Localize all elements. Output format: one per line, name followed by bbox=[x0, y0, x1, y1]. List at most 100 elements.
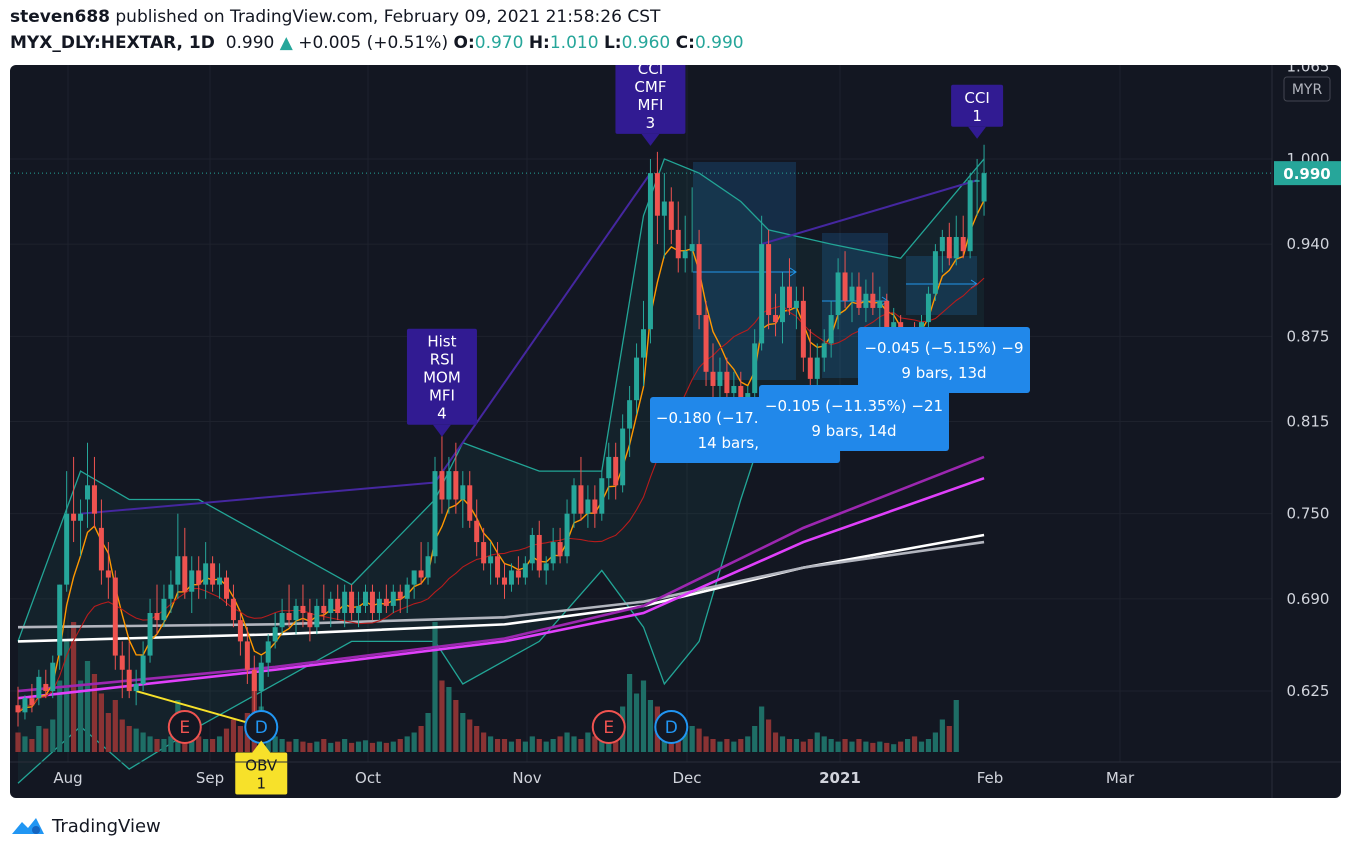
candle[interactable] bbox=[356, 591, 362, 628]
candle[interactable] bbox=[265, 634, 271, 677]
candle[interactable] bbox=[946, 222, 952, 266]
candle[interactable] bbox=[925, 286, 931, 330]
candle[interactable] bbox=[571, 478, 577, 528]
candle[interactable] bbox=[814, 343, 820, 394]
currency-badge[interactable]: MYR bbox=[1283, 76, 1331, 102]
candle[interactable] bbox=[502, 563, 507, 599]
candle[interactable] bbox=[50, 655, 56, 699]
candle[interactable] bbox=[342, 584, 348, 628]
candle[interactable] bbox=[98, 499, 104, 585]
candle[interactable] bbox=[967, 173, 973, 259]
candle[interactable] bbox=[641, 300, 646, 386]
candle[interactable] bbox=[425, 542, 431, 585]
candle[interactable] bbox=[293, 598, 299, 635]
candle[interactable] bbox=[210, 556, 216, 592]
candle[interactable] bbox=[314, 598, 320, 635]
candle[interactable] bbox=[675, 201, 681, 273]
candle[interactable] bbox=[682, 215, 688, 273]
candle[interactable] bbox=[863, 279, 869, 323]
candle[interactable] bbox=[835, 258, 841, 330]
candle[interactable] bbox=[369, 584, 375, 621]
candle[interactable] bbox=[71, 456, 77, 543]
candle[interactable] bbox=[57, 584, 63, 670]
candle[interactable] bbox=[189, 556, 195, 614]
candle[interactable] bbox=[557, 527, 563, 564]
candle[interactable] bbox=[328, 591, 334, 628]
candle[interactable] bbox=[939, 229, 945, 273]
candle[interactable] bbox=[363, 584, 368, 614]
candle[interactable] bbox=[634, 343, 640, 415]
candle[interactable] bbox=[119, 641, 125, 699]
candle[interactable] bbox=[647, 158, 653, 344]
candle[interactable] bbox=[321, 584, 327, 621]
candle[interactable] bbox=[613, 442, 619, 500]
candle[interactable] bbox=[759, 215, 765, 351]
candle[interactable] bbox=[335, 584, 341, 621]
candle[interactable] bbox=[376, 591, 382, 621]
candle[interactable] bbox=[349, 584, 355, 621]
candle[interactable] bbox=[752, 329, 758, 401]
candle[interactable] bbox=[300, 584, 306, 628]
candle[interactable] bbox=[418, 542, 424, 585]
candle[interactable] bbox=[703, 300, 709, 386]
candle[interactable] bbox=[91, 456, 97, 528]
candle[interactable] bbox=[932, 244, 938, 301]
candle[interactable] bbox=[22, 695, 28, 720]
candle[interactable] bbox=[411, 570, 417, 599]
candle[interactable] bbox=[856, 272, 862, 316]
candle[interactable] bbox=[592, 485, 598, 528]
candle[interactable] bbox=[960, 215, 966, 259]
candle[interactable] bbox=[529, 527, 535, 571]
candle[interactable] bbox=[286, 584, 292, 628]
candle[interactable] bbox=[467, 471, 473, 528]
candle[interactable] bbox=[800, 286, 806, 372]
candle[interactable] bbox=[182, 527, 188, 599]
tradingview-logo-icon[interactable] bbox=[10, 814, 46, 838]
candle[interactable] bbox=[842, 251, 848, 308]
candle[interactable] bbox=[710, 343, 716, 401]
candle[interactable] bbox=[474, 499, 480, 557]
candle[interactable] bbox=[175, 513, 181, 599]
candle[interactable] bbox=[508, 563, 514, 592]
candle[interactable] bbox=[251, 655, 257, 713]
candle[interactable] bbox=[154, 584, 160, 635]
candle[interactable] bbox=[397, 584, 403, 614]
candle[interactable] bbox=[161, 584, 167, 628]
dividend-marker[interactable]: D bbox=[654, 710, 689, 744]
candle[interactable] bbox=[43, 669, 49, 699]
candle[interactable] bbox=[974, 158, 980, 216]
candle[interactable] bbox=[453, 442, 459, 514]
candle[interactable] bbox=[870, 272, 876, 316]
candle[interactable] bbox=[272, 613, 278, 649]
candle[interactable] bbox=[230, 584, 236, 628]
candle[interactable] bbox=[766, 229, 772, 330]
candle[interactable] bbox=[585, 485, 591, 528]
candle[interactable] bbox=[390, 584, 396, 614]
candle[interactable] bbox=[383, 584, 389, 614]
candle[interactable] bbox=[224, 570, 229, 606]
candle[interactable] bbox=[981, 144, 987, 216]
candle[interactable] bbox=[105, 542, 111, 599]
candle[interactable] bbox=[550, 527, 556, 571]
candle[interactable] bbox=[661, 173, 667, 259]
candle[interactable] bbox=[439, 428, 445, 514]
candle[interactable] bbox=[460, 471, 466, 528]
candle[interactable] bbox=[446, 456, 452, 514]
candle[interactable] bbox=[15, 686, 21, 727]
candle[interactable] bbox=[689, 187, 695, 273]
earnings-marker[interactable]: E bbox=[591, 710, 626, 744]
candle[interactable] bbox=[564, 499, 570, 564]
candle[interactable] bbox=[773, 293, 779, 337]
candle[interactable] bbox=[536, 520, 542, 578]
candle[interactable] bbox=[133, 669, 139, 706]
candle[interactable] bbox=[495, 542, 501, 585]
candle[interactable] bbox=[217, 563, 223, 599]
candle[interactable] bbox=[724, 357, 730, 401]
candle[interactable] bbox=[126, 641, 132, 699]
candle[interactable] bbox=[780, 272, 785, 344]
measure-label[interactable]: −0.045 (−5.15%) −9 9 bars, 13d bbox=[858, 327, 1030, 393]
candle[interactable] bbox=[578, 456, 584, 521]
